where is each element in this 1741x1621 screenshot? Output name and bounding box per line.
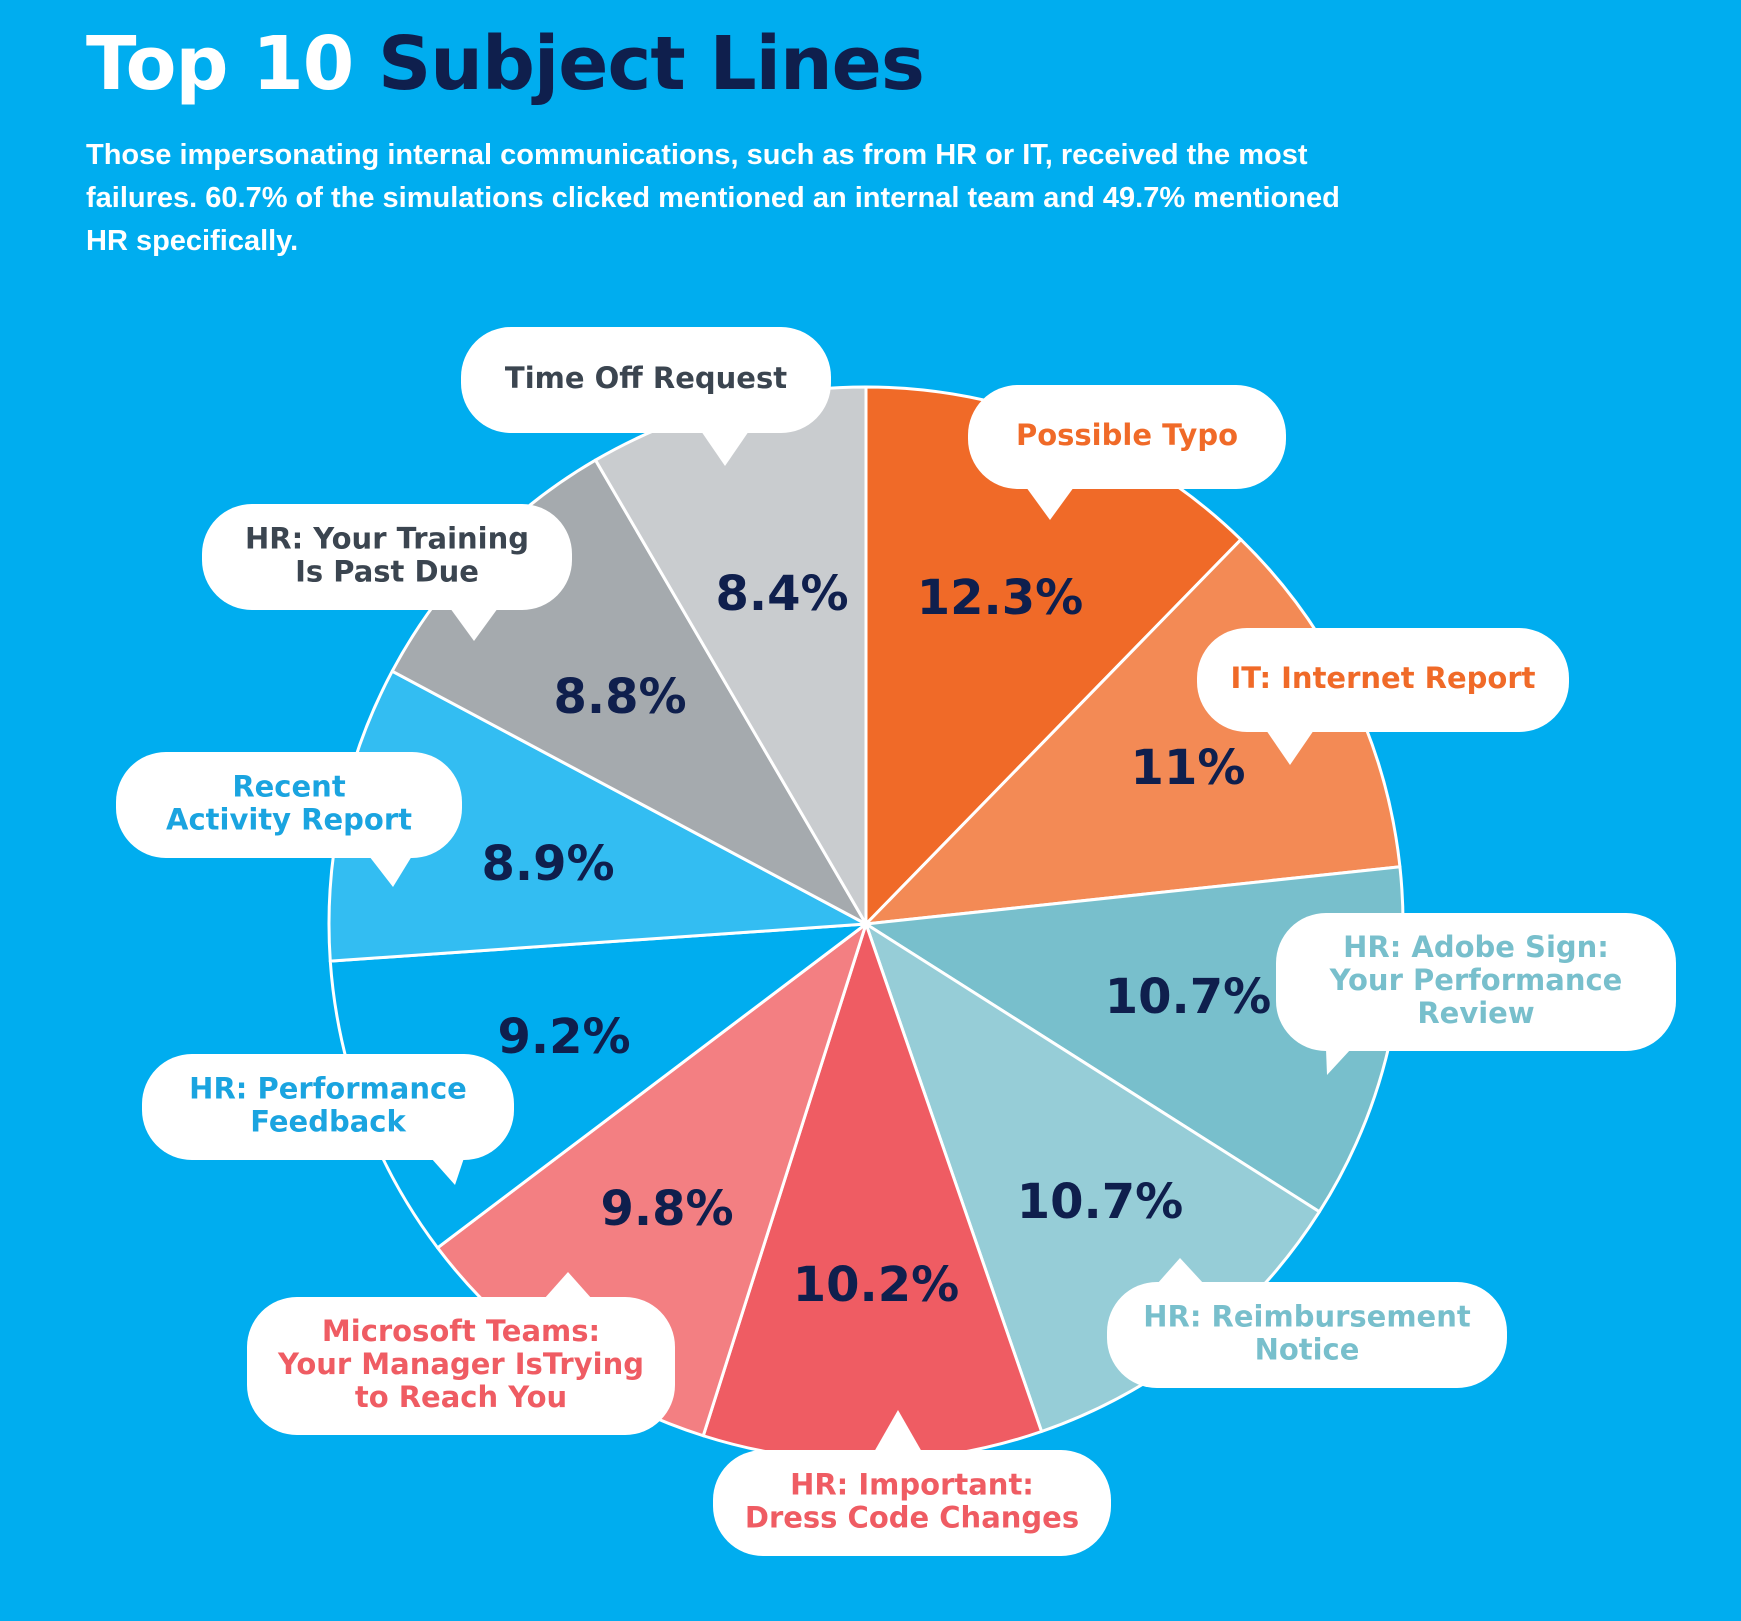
callout-time-off-request: Time Off Request	[461, 327, 831, 466]
value-label-hr-adobe-sign-your-performance-review: 10.7%	[1105, 969, 1272, 1025]
callout-possible-typo: Possible Typo	[968, 385, 1286, 520]
pie-value-labels: 12.3% 11% 10.7% 10.7% 10.2% 9.8% 9.2% 8.9% 8.8% 8…	[481, 566, 1271, 1313]
title-part-2: Subject Lines	[377, 21, 925, 107]
value-label-hr-reimbursement-notice: 10.7%	[1017, 1174, 1184, 1230]
value-label-hr-important-dress-code-changes: 10.2%	[793, 1257, 960, 1313]
callout-label-line: Review	[1417, 996, 1534, 1030]
callout-label-line: HR: Important:	[790, 1468, 1034, 1502]
callout-bubble	[202, 504, 572, 610]
callout-microsoft-teams-your-manager-istrying-to-reach-you: Microsoft Teams:Your Manager IsTryingto …	[247, 1272, 675, 1435]
value-label-it-internet-report: 11%	[1131, 740, 1246, 796]
callout-label-line: Notice	[1255, 1333, 1360, 1367]
callout-bubble	[142, 1054, 514, 1160]
callout-tail	[369, 856, 412, 887]
value-label-recent-activity-report: 8.9%	[481, 836, 614, 892]
callout-bubble	[461, 327, 831, 433]
callout-tail	[1026, 487, 1074, 520]
callout-bubble	[1276, 913, 1676, 1051]
callout-label-line: Possible Typo	[1016, 418, 1238, 452]
callout-label-line: to Reach You	[355, 1380, 567, 1414]
callout-label-line: Recent	[232, 770, 346, 804]
callout-it-internet-report: IT: Internet Report	[1197, 628, 1569, 765]
callout-bubble	[968, 385, 1286, 489]
callout-tail	[701, 431, 749, 466]
callout-label-line: HR: Reimbursement	[1143, 1300, 1471, 1334]
callout-tail	[544, 1272, 592, 1299]
callout-tail	[1266, 730, 1314, 765]
callout-tail	[1326, 1049, 1351, 1075]
callout-tail	[431, 1158, 464, 1185]
callout-bubble	[1107, 1282, 1507, 1388]
value-label-possible-typo: 12.3%	[917, 570, 1084, 626]
value-label-hr-performance-feedback: 9.2%	[497, 1009, 630, 1065]
chart-subtitle: Those impersonating internal communicati…	[86, 139, 1340, 257]
chart-title: Top 10 Subject Lines	[86, 21, 925, 107]
callout-tail	[874, 1410, 922, 1452]
callout-label-line: Your Performance	[1329, 963, 1623, 997]
callout-hr-important-dress-code-changes: HR: Important:Dress Code Changes	[713, 1410, 1111, 1556]
callout-bubble	[116, 752, 462, 858]
callout-tail	[1157, 1258, 1204, 1284]
callout-tail	[450, 608, 498, 641]
callout-label-line: IT: Internet Report	[1230, 661, 1535, 695]
callout-label-line: Is Past Due	[295, 555, 479, 589]
callout-label-line: HR: Adobe Sign:	[1343, 930, 1609, 964]
callout-bubble	[1197, 628, 1569, 732]
callout-label-line: Activity Report	[166, 803, 412, 837]
pie-callouts: Possible Typo IT: Internet Report HR: Adob…	[116, 327, 1676, 1556]
callout-bubble	[713, 1450, 1111, 1556]
callout-label-line: Microsoft Teams:	[322, 1314, 600, 1348]
callout-label-line: Time Off Request	[505, 361, 787, 395]
callout-label-line: Dress Code Changes	[745, 1501, 1079, 1535]
value-label-hr-your-training-is-past-due: 8.8%	[553, 669, 686, 725]
callout-bubble	[247, 1297, 675, 1435]
title-part-1: Top 10	[86, 21, 354, 107]
callout-label-line: HR: Your Training	[245, 522, 529, 556]
callout-label-line: HR: Performance	[189, 1072, 467, 1106]
callout-label-line: Your Manager IsTrying	[277, 1347, 644, 1381]
value-label-microsoft-teams-your-manager-istrying-to-reach-you: 9.8%	[600, 1181, 733, 1237]
callout-label-line: Feedback	[250, 1105, 406, 1139]
value-label-time-off-request: 8.4%	[715, 566, 848, 622]
